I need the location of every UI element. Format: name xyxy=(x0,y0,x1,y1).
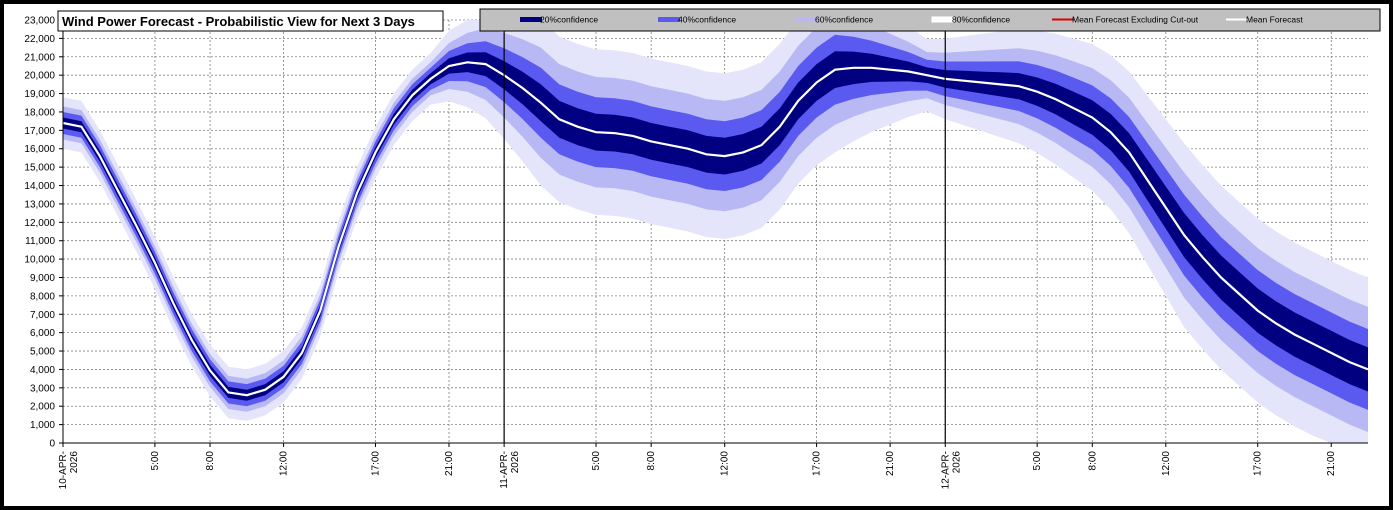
legend-label: Mean Forecast xyxy=(1246,15,1303,25)
x-tick-label: 8:00 xyxy=(646,451,657,471)
x-tick-label: 11-APR- xyxy=(499,451,510,489)
y-tick-label: 9,000 xyxy=(30,273,55,284)
legend-label: Mean Forecast Excluding Cut-out xyxy=(1072,15,1199,25)
x-tick-label: 8:00 xyxy=(1087,451,1098,471)
x-tick-label: 21:00 xyxy=(1326,451,1337,476)
legend-swatch xyxy=(658,17,680,22)
legend-label: 80%confidence xyxy=(952,15,1010,25)
y-tick-label: 2,000 xyxy=(30,402,55,413)
y-tick-label: 5,000 xyxy=(30,347,55,358)
x-tick-label: 17:00 xyxy=(812,451,823,476)
y-tick-label: 0 xyxy=(49,439,55,450)
chart-title-box: Wind Power Forecast - Probabilistic View… xyxy=(57,10,444,32)
x-tick-label: 17:00 xyxy=(370,451,381,476)
x-tick-label: 2026 xyxy=(69,451,80,474)
legend-label: 40%confidence xyxy=(678,15,736,25)
x-tick-label: 12-APR- xyxy=(940,451,951,489)
x-tick-labels: 10-APR- 2026 5:00 8:00 12:00 17:00 21:00 11-APR… xyxy=(58,451,1337,490)
legend-swatch xyxy=(520,17,542,22)
y-tick-label: 8,000 xyxy=(30,291,55,302)
legend-swatch xyxy=(931,16,955,23)
x-tick-label: 17:00 xyxy=(1253,451,1264,476)
x-tick-label: 5:00 xyxy=(150,451,161,471)
legend: 20%confidence 40%confidence 60%confidence 8… xyxy=(479,8,1381,32)
x-tick-label: 5:00 xyxy=(1032,451,1043,471)
x-tick-label: 12:00 xyxy=(720,451,731,476)
day-separators xyxy=(503,12,946,443)
y-tick-label: 12,000 xyxy=(24,218,55,229)
legend-swatch xyxy=(795,17,817,22)
x-tick-label: 21:00 xyxy=(885,451,896,476)
y-tick-label: 4,000 xyxy=(30,365,55,376)
y-tick-label: 11,000 xyxy=(25,236,55,247)
y-tick-label: 17,000 xyxy=(24,126,55,137)
y-tick-label: 23,000 xyxy=(24,16,55,27)
legend-label: 60%confidence xyxy=(815,15,873,25)
y-tick-label: 1,000 xyxy=(30,420,55,431)
x-tick-label: 12:00 xyxy=(279,451,290,476)
x-tick-label: 5:00 xyxy=(591,451,602,471)
y-tick-label: 16,000 xyxy=(24,144,55,155)
y-tick-label: 10,000 xyxy=(24,255,55,266)
y-tick-label: 20,000 xyxy=(24,71,55,82)
x-tick-label: 10-APR- xyxy=(58,451,69,489)
title-box xyxy=(57,10,444,32)
y-tick-label: 6,000 xyxy=(30,328,55,339)
y-tick-label: 3,000 xyxy=(30,383,55,394)
y-tick-label: 7,000 xyxy=(30,310,55,321)
y-tick-label: 15,000 xyxy=(24,163,55,174)
y-tick-label: 19,000 xyxy=(24,89,55,100)
chart-title: Wind Power Forecast - Probabilistic View… xyxy=(62,14,415,29)
x-tick-label: 21:00 xyxy=(444,451,455,476)
axes xyxy=(59,14,1368,447)
y-tick-label: 18,000 xyxy=(24,107,55,118)
y-tick-label: 13,000 xyxy=(24,199,55,210)
legend-box xyxy=(479,8,1381,32)
y-tick-label: 21,000 xyxy=(24,52,55,63)
mean-forecast-line xyxy=(62,61,1369,397)
y-tick-labels: 0 1,000 2,000 3,000 4,000 5,000 6,000 7,000 8,00… xyxy=(24,16,55,450)
forecast-lines xyxy=(62,61,1369,397)
x-tick-label: 12:00 xyxy=(1161,451,1172,476)
x-tick-label: 2026 xyxy=(951,451,962,474)
x-tick-label: 2026 xyxy=(510,451,521,474)
y-tick-label: 22,000 xyxy=(24,34,55,45)
legend-label: 20%confidence xyxy=(540,15,598,25)
y-tick-label: 14,000 xyxy=(24,181,55,192)
x-tick-label: 8:00 xyxy=(205,451,216,471)
